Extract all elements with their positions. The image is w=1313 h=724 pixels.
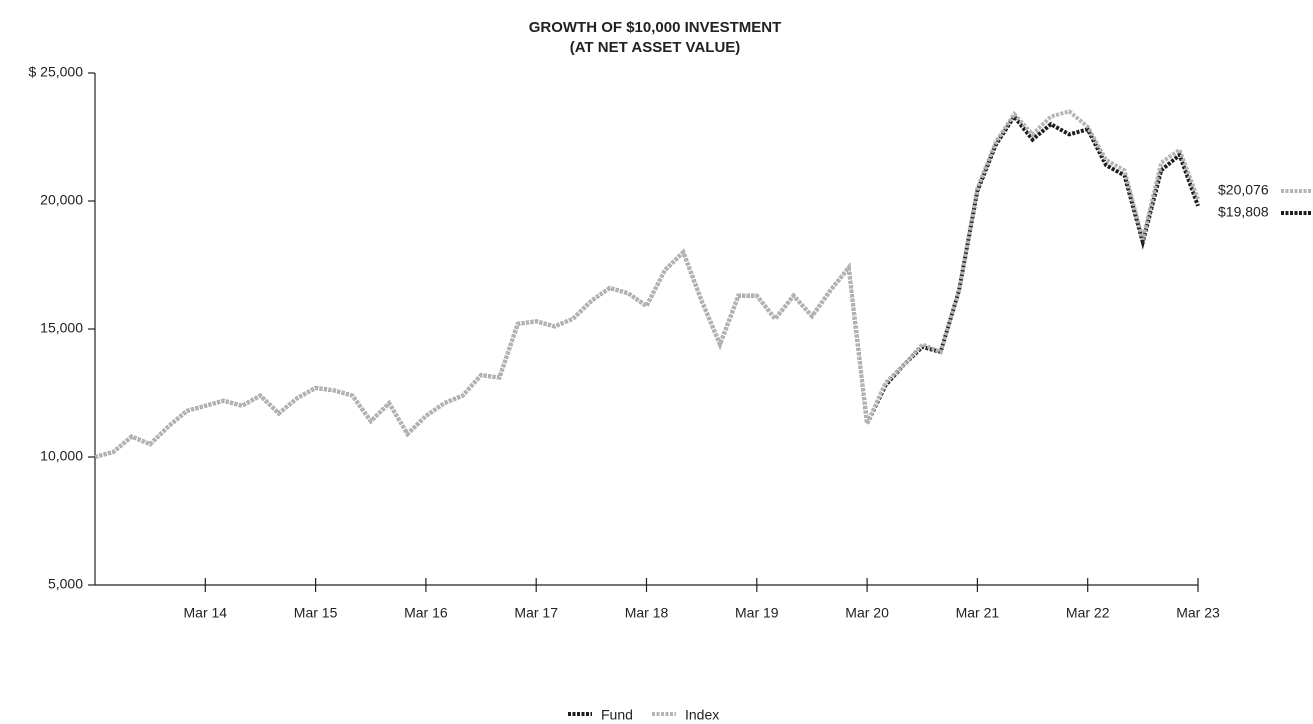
x-tick-label: Mar 15 xyxy=(294,605,338,621)
end-label: $20,076 xyxy=(1218,182,1269,198)
x-tick-label: Mar 16 xyxy=(404,605,448,621)
x-tick-label: Mar 17 xyxy=(514,605,558,621)
x-tick-label: Mar 18 xyxy=(625,605,669,621)
series-line xyxy=(94,113,1200,459)
y-tick-label: 20,000 xyxy=(40,192,83,208)
x-tick-label: Mar 19 xyxy=(735,605,779,621)
x-tick-label: Mar 21 xyxy=(956,605,1000,621)
x-tick-label: Mar 20 xyxy=(845,605,889,621)
y-tick-label: $ 25,000 xyxy=(29,64,84,80)
x-tick-label: Mar 14 xyxy=(184,605,228,621)
chart-title: GROWTH OF $10,000 INVESTMENT xyxy=(529,19,782,36)
y-tick-label: 15,000 xyxy=(40,320,83,336)
legend-label: Fund xyxy=(601,707,633,723)
y-tick-label: 10,000 xyxy=(40,448,83,464)
chart-subtitle: (AT NET ASSET VALUE) xyxy=(570,39,741,56)
y-tick-label: 5,000 xyxy=(48,576,83,592)
series-line xyxy=(94,109,1200,459)
legend-label: Index xyxy=(685,707,719,723)
end-label: $19,808 xyxy=(1218,204,1269,220)
x-tick-label: Mar 23 xyxy=(1176,605,1220,621)
x-tick-label: Mar 22 xyxy=(1066,605,1110,621)
